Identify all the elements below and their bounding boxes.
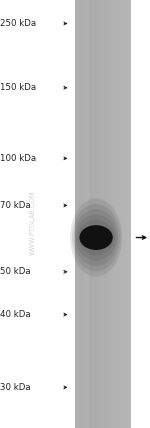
Text: 30 kDa: 30 kDa [0, 383, 31, 392]
Bar [117, 0, 118, 428]
Bar [85, 0, 86, 428]
Bar [90, 0, 92, 428]
Bar [81, 0, 82, 428]
Bar [99, 0, 100, 428]
Bar [86, 0, 87, 428]
Ellipse shape [76, 214, 117, 261]
Bar [100, 0, 101, 428]
Bar [106, 0, 107, 428]
Bar [112, 0, 114, 428]
Text: 40 kDa: 40 kDa [0, 310, 31, 319]
Bar [93, 0, 94, 428]
Bar [76, 0, 78, 428]
Bar [83, 0, 85, 428]
Bar [128, 0, 129, 428]
Ellipse shape [70, 199, 122, 277]
Text: 100 kDa: 100 kDa [0, 154, 36, 163]
Bar [97, 0, 99, 428]
Bar [103, 0, 104, 428]
Bar [107, 0, 108, 428]
Ellipse shape [72, 204, 120, 271]
Bar [110, 0, 111, 428]
Bar [129, 0, 130, 428]
Bar [114, 0, 115, 428]
Bar [82, 0, 83, 428]
Bar [75, 0, 76, 428]
Bar [79, 0, 81, 428]
Bar [78, 0, 79, 428]
Bar [125, 0, 126, 428]
Text: 250 kDa: 250 kDa [0, 19, 36, 28]
Bar [118, 0, 119, 428]
Ellipse shape [80, 225, 113, 250]
Text: WWW.PTGLAB.COM: WWW.PTGLAB.COM [30, 190, 36, 255]
Bar [89, 0, 90, 428]
Text: 150 kDa: 150 kDa [0, 83, 36, 92]
Bar [121, 0, 122, 428]
Text: 50 kDa: 50 kDa [0, 267, 31, 276]
Ellipse shape [74, 209, 118, 266]
Bar [126, 0, 128, 428]
Bar [87, 0, 89, 428]
Bar [108, 0, 110, 428]
Bar [124, 0, 125, 428]
Bar [101, 0, 103, 428]
Bar [111, 0, 112, 428]
Bar [104, 0, 106, 428]
Bar [115, 0, 117, 428]
Bar [94, 0, 96, 428]
Bar [92, 0, 93, 428]
Bar [119, 0, 121, 428]
Bar [122, 0, 124, 428]
Bar [96, 0, 97, 428]
Bar [84, 0, 88, 428]
Ellipse shape [78, 220, 115, 255]
Text: 70 kDa: 70 kDa [0, 201, 31, 210]
